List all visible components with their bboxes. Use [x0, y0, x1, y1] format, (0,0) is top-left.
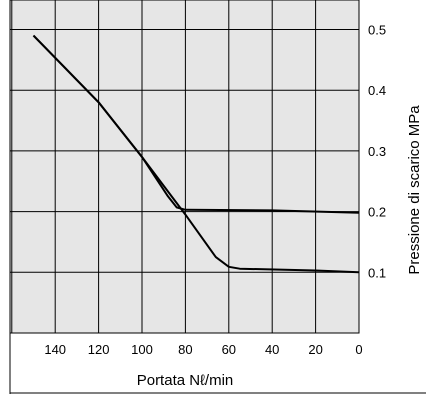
x-tick-label: 0 — [355, 342, 362, 357]
y-tick-label: 0.1 — [368, 265, 386, 280]
x-axis-title: Portata Nℓ/min — [137, 372, 234, 389]
x-tick-label: 60 — [222, 342, 236, 357]
y-axis-title: Pressione di scarico MPa — [406, 105, 423, 275]
y-tick-label: 0.5 — [368, 23, 386, 38]
y-tick-label: 0.4 — [368, 83, 386, 98]
x-tick-label: 100 — [131, 342, 153, 357]
y-tick-label: 0.2 — [368, 205, 386, 220]
y-tick-labels: 0.5 0.4 0.3 0.2 0.1 — [368, 23, 386, 281]
x-tick-label: 40 — [265, 342, 279, 357]
grid — [10, 0, 359, 333]
series-group — [32, 34, 360, 274]
x-tick-label: 120 — [88, 342, 110, 357]
plot-area — [9, 0, 360, 334]
x-tick-label: 20 — [308, 342, 322, 357]
x-tick-labels: 140 120 100 80 60 40 20 0 — [44, 342, 362, 357]
x-tick-label: 140 — [44, 342, 66, 357]
x-tick-label: 80 — [178, 342, 192, 357]
y-tick-label: 0.3 — [368, 144, 386, 159]
series-line-2 — [32, 34, 360, 274]
